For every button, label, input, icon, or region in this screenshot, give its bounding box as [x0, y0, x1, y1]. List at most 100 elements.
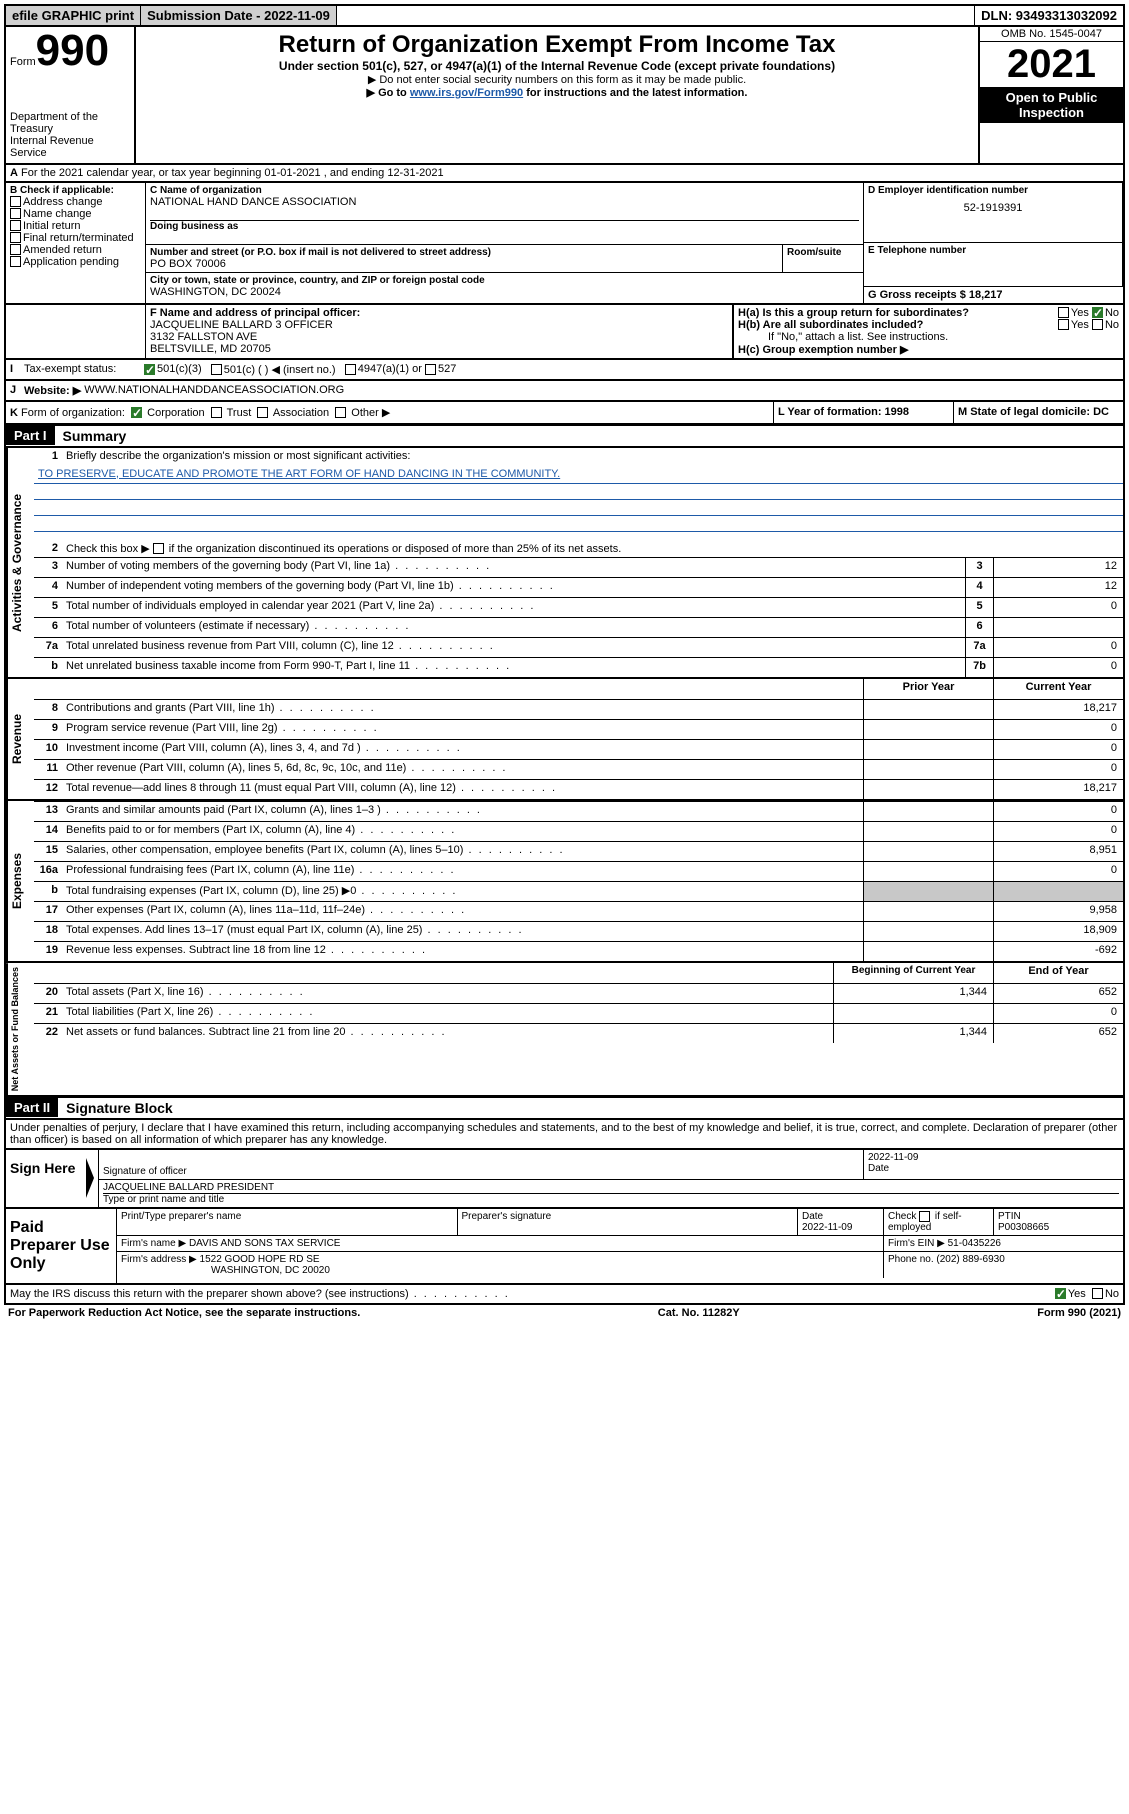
ln-text: Program service revenue (Part VIII, line… [62, 720, 863, 739]
ln-prior [863, 760, 993, 779]
check-final-return[interactable] [10, 232, 21, 243]
firm-phone-cell: Phone no. (202) 889-6930 [883, 1252, 1123, 1278]
ln-curr: 0 [993, 760, 1123, 779]
ln-num: 17 [34, 902, 62, 921]
year-cell: OMB No. 1545-0047 2021 Open to Public In… [978, 27, 1123, 163]
check-other[interactable] [335, 407, 346, 418]
l-year-formation: L Year of formation: 1998 [773, 402, 953, 423]
ln-val [993, 618, 1123, 637]
check-discontinued[interactable] [153, 543, 164, 554]
ha-no-check[interactable] [1092, 307, 1103, 318]
instruction-1: ▶ Do not enter social security numbers o… [140, 73, 974, 86]
paid-preparer-block: Paid Preparer Use Only Print/Type prepar… [4, 1209, 1125, 1285]
officer-name: JACQUELINE BALLARD 3 OFFICER [150, 319, 728, 331]
ln-prior [863, 700, 993, 719]
ln-num: 8 [34, 700, 62, 719]
ln-val: 0 [993, 638, 1123, 657]
hb-label: H(b) Are all subordinates included? [738, 319, 1058, 331]
ln-num: 22 [34, 1024, 62, 1043]
ln-text: Total unrelated business revenue from Pa… [62, 638, 965, 657]
part1-governance-section: Activities & Governance 1 Briefly descri… [4, 448, 1125, 679]
ln-num: 13 [34, 802, 62, 821]
check-association[interactable] [257, 407, 268, 418]
line-18: 18 Total expenses. Add lines 13–17 (must… [34, 921, 1123, 941]
check-trust[interactable] [211, 407, 222, 418]
mission-text: TO PRESERVE, EDUCATE AND PROMOTE THE ART… [34, 468, 1123, 484]
ln-text: Number of voting members of the governin… [62, 558, 965, 577]
ln-num: 18 [34, 922, 62, 941]
line-14: 14 Benefits paid to or for members (Part… [34, 821, 1123, 841]
gov-line-3: 3 Number of voting members of the govern… [34, 557, 1123, 577]
open-to-public-badge: Open to Public Inspection [980, 87, 1123, 123]
check-initial-return[interactable] [10, 220, 21, 231]
sig-officer-line: Signature of officer [99, 1150, 863, 1180]
i-501c: 501(c) ( ) ◀ (insert no.) [224, 363, 336, 376]
ln-box: 7a [965, 638, 993, 657]
check-amended-return[interactable] [10, 244, 21, 255]
form-word: Form [10, 56, 36, 68]
line-8: 8 Contributions and grants (Part VIII, l… [34, 699, 1123, 719]
col-end-year: End of Year [993, 963, 1123, 983]
declaration-text: Under penalties of perjury, I declare th… [4, 1120, 1125, 1150]
check-4947[interactable] [345, 364, 356, 375]
ln-curr: 0 [993, 862, 1123, 881]
ln-curr: 18,217 [993, 780, 1123, 799]
part1-header-row: Part I Summary [4, 425, 1125, 448]
form-header: Form990 Department of the Treasury Inter… [4, 27, 1125, 165]
i-text: Tax-exempt status: [24, 363, 144, 375]
irs-form990-link[interactable]: www.irs.gov/Form990 [410, 87, 523, 99]
ln-num: 10 [34, 740, 62, 759]
officer-addr1: 3132 FALLSTON AVE [150, 331, 728, 343]
check-501c[interactable] [211, 364, 222, 375]
ln-text: Total expenses. Add lines 13–17 (must eq… [62, 922, 863, 941]
firm-ein-cell: Firm's EIN ▶ 51-0435226 [883, 1236, 1123, 1251]
ha-yes-check[interactable] [1058, 307, 1069, 318]
efile-print-button[interactable]: efile GRAPHIC print [6, 6, 141, 25]
tax-year: 2021 [980, 42, 1123, 87]
may-irs-no-check[interactable] [1092, 1288, 1103, 1299]
ln-prior [863, 720, 993, 739]
ln-prior [863, 780, 993, 799]
ln-curr: 652 [993, 1024, 1123, 1043]
dept-treasury: Department of the Treasury [10, 111, 130, 135]
mission-line3 [34, 500, 1123, 516]
line1-num: 1 [34, 448, 62, 468]
part1-expenses-section: Expenses 13 Grants and similar amounts p… [4, 801, 1125, 963]
check-corporation[interactable] [131, 407, 142, 418]
check-address-change[interactable] [10, 196, 21, 207]
sign-arrow-icon [86, 1158, 94, 1198]
sig-date-cell: 2022-11-09 Date [863, 1150, 1123, 1180]
hb-note: If "No," attach a list. See instructions… [738, 331, 1119, 343]
check-527[interactable] [425, 364, 436, 375]
ln-val: 0 [993, 598, 1123, 617]
part2-header-row: Part II Signature Block [4, 1097, 1125, 1120]
fh-spacer [6, 305, 146, 358]
col-current-year: Current Year [993, 679, 1123, 699]
ln-prior [833, 1004, 993, 1023]
line-16a: 16a Professional fundraising fees (Part … [34, 861, 1123, 881]
ln-num: 14 [34, 822, 62, 841]
check-501c3[interactable] [144, 364, 155, 375]
may-irs-yes-check[interactable] [1055, 1288, 1066, 1299]
instruction-2: ▶ Go to www.irs.gov/Form990 for instruct… [140, 86, 974, 99]
officer-addr2: BELTSVILLE, MD 20705 [150, 343, 728, 355]
d-ein-label: D Employer identification number [868, 185, 1118, 196]
net-hdr-spacer [34, 963, 62, 983]
paperwork-notice: For Paperwork Reduction Act Notice, see … [8, 1307, 360, 1319]
ln-box: 4 [965, 578, 993, 597]
ln-curr: 0 [993, 720, 1123, 739]
k-corp: Corporation [147, 407, 204, 419]
instr2-pre: ▶ Go to [367, 87, 410, 99]
check-name-change[interactable] [10, 208, 21, 219]
paid-preparer-label: Paid Preparer Use Only [6, 1209, 116, 1283]
hb-yes-check[interactable] [1058, 319, 1069, 330]
i-4947: 4947(a)(1) or [358, 363, 422, 375]
submission-date-button[interactable]: Submission Date - 2022-11-09 [141, 6, 337, 25]
sign-here-label: Sign Here [6, 1150, 86, 1207]
check-self-employed[interactable] [919, 1211, 930, 1222]
check-application-pending[interactable] [10, 256, 21, 267]
org-name: NATIONAL HAND DANCE ASSOCIATION [150, 196, 859, 208]
section-c-cell: C Name of organization NATIONAL HAND DAN… [146, 183, 863, 303]
hb-no-check[interactable] [1092, 319, 1103, 330]
ln-prior [863, 802, 993, 821]
